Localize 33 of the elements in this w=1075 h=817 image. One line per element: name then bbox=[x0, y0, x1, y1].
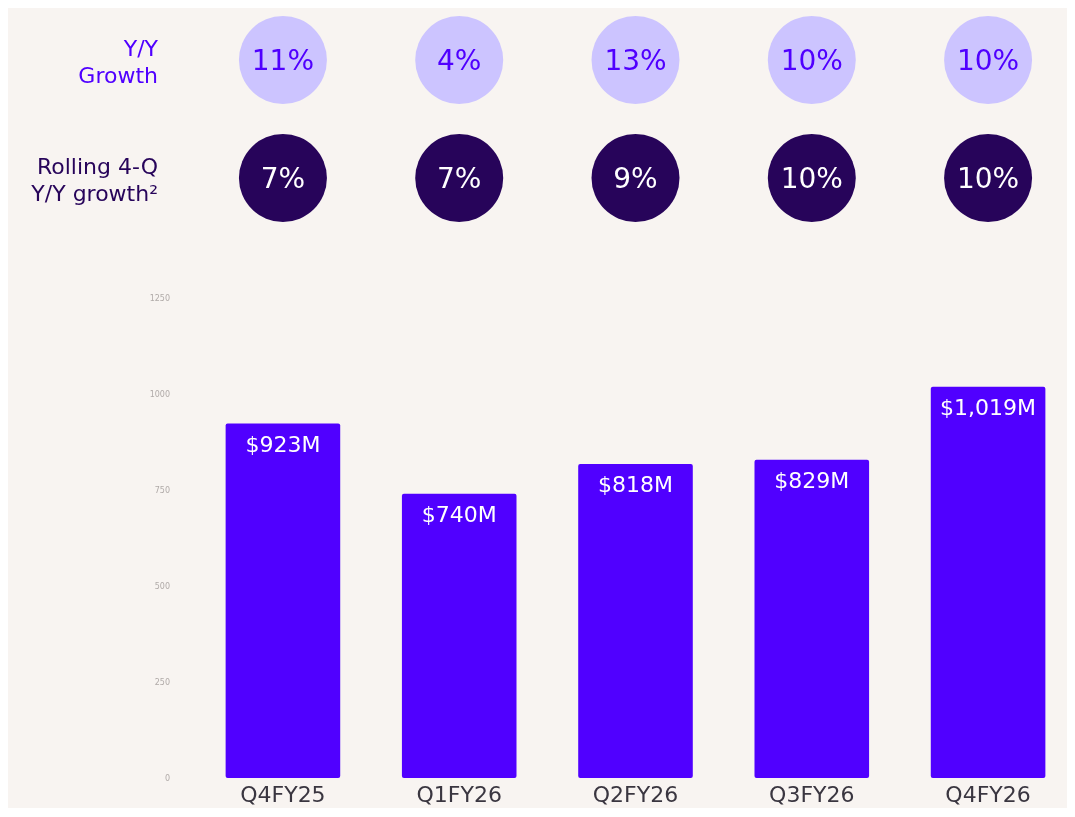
data-label: $818M bbox=[598, 471, 673, 497]
text: Y/Y Growth bbox=[78, 36, 159, 88]
data-label: 10% bbox=[956, 44, 1020, 77]
data-label: $829M bbox=[774, 467, 850, 493]
data-label: 10% bbox=[780, 44, 843, 77]
x-tick-label: Q4FY26 bbox=[945, 782, 1031, 807]
data-label: 10% bbox=[780, 162, 843, 195]
data-label: $923M bbox=[245, 431, 321, 457]
text: Rolling 4-Q Y/Y growth² bbox=[30, 154, 158, 206]
data-label: $740M bbox=[421, 501, 497, 527]
y-tick-label: 500 bbox=[154, 582, 170, 591]
data-label: 10% bbox=[956, 162, 1020, 195]
x-tick-label: Q4FY25 bbox=[240, 782, 326, 807]
data-label: 4% bbox=[437, 44, 482, 77]
data-label: 7% bbox=[437, 162, 482, 195]
bar bbox=[401, 493, 517, 778]
data-label: 7% bbox=[260, 162, 306, 195]
y-tick-label: 1000 bbox=[149, 390, 170, 399]
bar bbox=[754, 459, 870, 778]
data-label: 13% bbox=[604, 44, 667, 77]
x-tick-label: Q3FY26 bbox=[769, 782, 855, 807]
y-tick-label: 250 bbox=[154, 678, 170, 687]
x-tick-label: Q1FY26 bbox=[416, 782, 502, 807]
data-label: $1,019M bbox=[940, 394, 1037, 420]
y-tick-label: 0 bbox=[164, 774, 170, 783]
y-tick-label: 750 bbox=[154, 486, 170, 495]
bar bbox=[578, 463, 693, 778]
data-label: 11% bbox=[251, 44, 315, 77]
x-tick-label: Q2FY26 bbox=[592, 782, 679, 807]
bar bbox=[930, 386, 1046, 778]
y-tick-label: 1250 bbox=[149, 294, 170, 303]
bar bbox=[225, 423, 341, 778]
data-label: 9% bbox=[613, 162, 658, 195]
